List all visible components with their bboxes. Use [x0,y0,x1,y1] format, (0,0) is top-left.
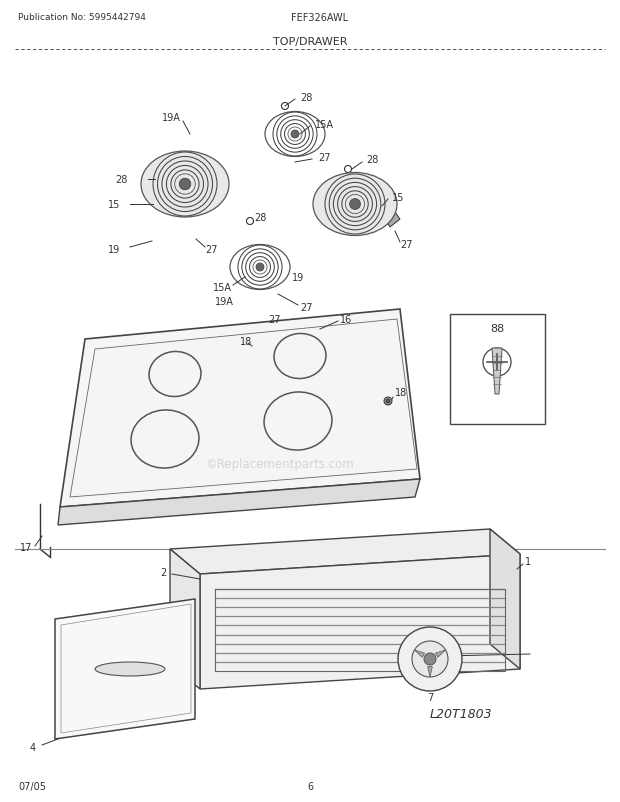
Text: TOP/DRAWER: TOP/DRAWER [273,37,347,47]
Circle shape [256,264,264,272]
Polygon shape [55,599,195,739]
Text: 15: 15 [108,200,120,210]
Text: 88: 88 [490,323,504,334]
Text: 19: 19 [292,273,304,282]
Polygon shape [58,480,420,525]
Polygon shape [60,310,420,508]
Text: 28: 28 [254,213,267,223]
Polygon shape [492,349,502,395]
Circle shape [386,399,390,403]
Polygon shape [200,554,520,689]
Circle shape [251,343,259,351]
Polygon shape [385,213,400,228]
Polygon shape [170,529,520,574]
Text: 19A: 19A [215,297,234,306]
Text: 28: 28 [366,155,378,164]
Text: Publication No: 5995442794: Publication No: 5995442794 [18,14,146,22]
Polygon shape [428,666,432,677]
Polygon shape [435,650,446,658]
Text: ©Replacementparts.com: ©Replacementparts.com [206,458,355,471]
Text: 07/05: 07/05 [18,781,46,791]
Text: 27: 27 [268,314,280,325]
Text: 4: 4 [30,742,36,752]
Text: L20T1803: L20T1803 [430,707,493,721]
Text: 18: 18 [395,387,407,398]
Text: 27: 27 [300,302,312,313]
Circle shape [398,627,462,691]
Text: 27: 27 [318,153,330,163]
Text: 16: 16 [340,314,352,325]
Circle shape [179,179,191,191]
Polygon shape [414,650,425,658]
Text: 15: 15 [392,192,404,203]
Text: 27: 27 [400,240,412,249]
Circle shape [384,398,392,406]
Text: 15A: 15A [315,119,334,130]
Text: 27: 27 [205,245,218,255]
Text: 15A: 15A [213,282,232,293]
Circle shape [424,653,436,665]
Polygon shape [170,549,200,689]
Text: 1: 1 [525,557,531,566]
Bar [450,314,545,424]
Text: 19A: 19A [162,113,181,123]
Circle shape [350,200,360,210]
Text: 17: 17 [20,542,32,553]
Text: 28: 28 [115,175,127,184]
Text: 18: 18 [240,337,252,346]
Text: 28: 28 [300,93,312,103]
Text: 2: 2 [160,567,166,577]
Text: 19: 19 [108,245,120,255]
Text: 6: 6 [307,781,313,791]
Ellipse shape [313,173,397,237]
Text: 7: 7 [427,692,433,702]
Text: FEF326AWL: FEF326AWL [291,13,348,23]
Circle shape [412,642,448,677]
Polygon shape [490,529,520,669]
Ellipse shape [95,662,165,676]
Circle shape [291,131,299,139]
Ellipse shape [141,152,229,217]
